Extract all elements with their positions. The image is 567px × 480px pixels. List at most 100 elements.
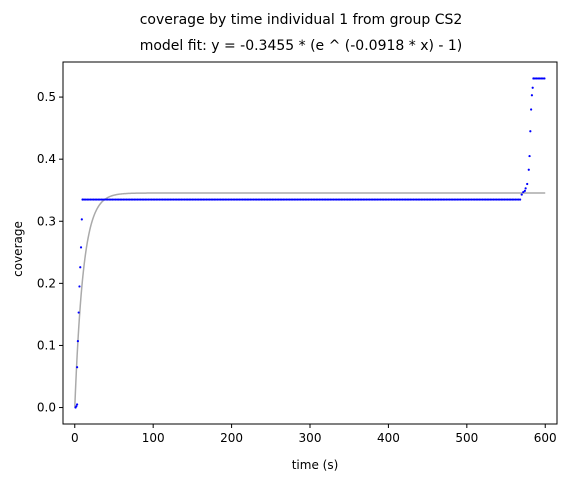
data-point	[134, 198, 138, 201]
data-point	[153, 198, 156, 201]
data-point	[83, 198, 86, 201]
data-point	[232, 198, 235, 201]
data-point	[535, 77, 538, 80]
data-point	[415, 198, 418, 201]
data-point	[333, 198, 337, 201]
x-tick-label: 200	[220, 431, 243, 445]
data-point	[252, 198, 255, 201]
data-point	[344, 198, 348, 201]
data-point	[144, 198, 147, 201]
data-point	[321, 198, 324, 201]
data-point	[432, 198, 435, 201]
data-point	[221, 198, 224, 201]
data-point	[373, 198, 376, 201]
data-point	[87, 198, 90, 201]
data-point	[257, 198, 260, 201]
data-point	[489, 198, 492, 201]
data-point	[123, 198, 127, 201]
data-point	[390, 198, 393, 201]
data-point	[487, 198, 490, 201]
data-point	[512, 198, 515, 201]
data-point	[238, 198, 241, 201]
data-point	[310, 198, 313, 201]
data-point	[206, 198, 210, 201]
data-point	[200, 198, 203, 201]
data-point	[398, 198, 401, 201]
x-tick-label: 400	[377, 431, 400, 445]
data-point	[348, 198, 351, 201]
data-point	[299, 198, 302, 201]
data-point	[120, 198, 123, 201]
data-point	[479, 198, 483, 201]
data-point	[354, 198, 357, 201]
data-point	[228, 198, 232, 201]
data-point	[194, 198, 197, 201]
data-point	[109, 198, 112, 201]
data-point	[439, 198, 442, 201]
data-point	[475, 198, 478, 201]
data-point	[103, 198, 106, 201]
data-point	[533, 77, 537, 80]
data-point	[387, 198, 390, 201]
data-point	[329, 198, 332, 201]
data-point	[404, 198, 407, 201]
data-point	[446, 198, 450, 201]
data-point	[152, 198, 155, 201]
data-point	[423, 198, 426, 201]
data-point	[420, 198, 423, 201]
data-point	[183, 198, 186, 201]
data-point	[484, 198, 487, 201]
data-point	[233, 198, 236, 201]
data-point	[532, 77, 535, 80]
data-point	[412, 198, 415, 201]
data-point	[205, 198, 208, 201]
data-point	[106, 198, 109, 201]
data-point	[374, 198, 377, 201]
data-point	[467, 198, 470, 201]
data-point	[428, 198, 431, 201]
data-point	[506, 198, 509, 201]
data-point	[498, 198, 501, 201]
data-point	[541, 77, 544, 80]
data-point	[481, 198, 484, 201]
data-point	[145, 198, 148, 201]
data-point	[89, 198, 92, 201]
data-point	[297, 198, 301, 201]
data-point	[250, 198, 254, 201]
chart-subtitle: model fit: y = -0.3455 * (e ^ (-0.0918 *…	[140, 38, 463, 54]
data-point	[286, 198, 290, 201]
data-point	[192, 198, 196, 201]
data-point	[332, 198, 335, 201]
data-point	[81, 198, 84, 201]
data-point	[346, 198, 349, 201]
data-point	[164, 198, 167, 201]
data-point	[396, 198, 399, 201]
data-point	[117, 198, 120, 201]
data-point	[236, 198, 239, 201]
data-point	[79, 246, 83, 249]
data-point	[464, 198, 467, 201]
data-point	[122, 198, 125, 201]
x-tick-label: 600	[534, 431, 557, 445]
data-point	[119, 198, 122, 201]
data-point	[388, 198, 392, 201]
data-point	[174, 198, 177, 201]
data-point	[137, 198, 141, 201]
data-point	[531, 86, 534, 89]
data-point	[468, 198, 472, 201]
data-point	[243, 198, 246, 201]
data-point	[434, 198, 437, 201]
data-point	[540, 77, 543, 80]
data-point	[515, 198, 519, 201]
data-point	[202, 198, 205, 201]
data-point	[431, 198, 434, 201]
data-point	[524, 187, 527, 190]
data-point	[271, 198, 274, 201]
data-point	[241, 198, 244, 201]
data-point	[385, 198, 388, 201]
data-point	[312, 198, 315, 201]
data-point	[327, 198, 330, 201]
data-point	[409, 198, 412, 201]
data-point	[413, 198, 417, 201]
